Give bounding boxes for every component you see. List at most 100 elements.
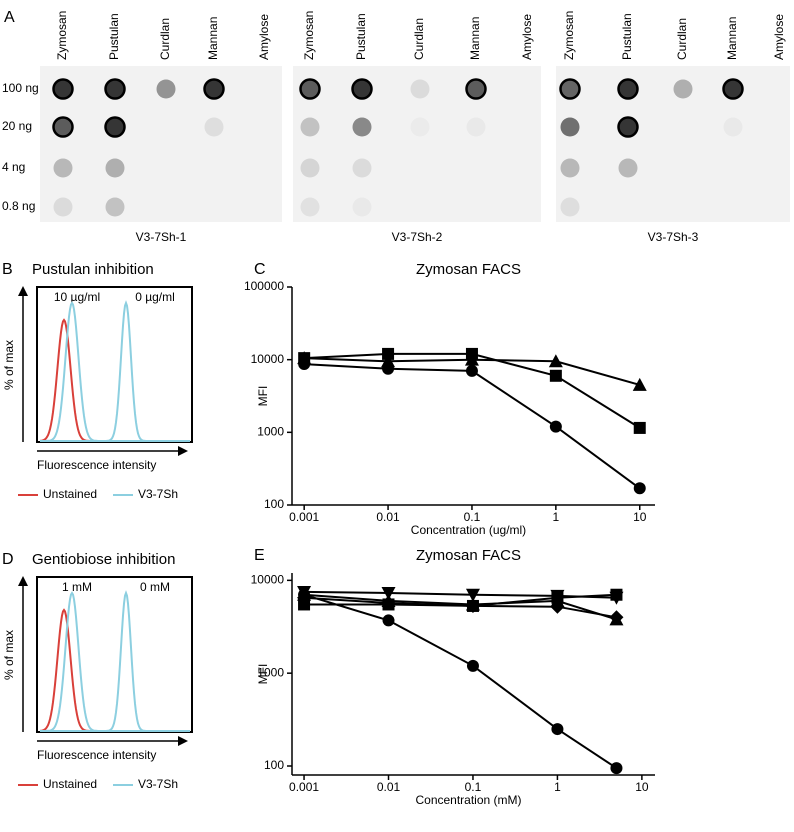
column-label: Mannan xyxy=(725,17,739,60)
x-tick-label: 0.01 xyxy=(376,510,400,524)
blot-spot xyxy=(466,117,486,137)
blot-spot xyxy=(300,197,320,217)
x-tick-label: 0.1 xyxy=(464,510,481,524)
marker xyxy=(465,598,480,613)
blot-spot xyxy=(410,79,430,99)
marker xyxy=(382,614,395,627)
marker xyxy=(633,421,646,434)
series-line xyxy=(304,363,641,490)
panel-letter: C xyxy=(254,261,266,278)
chart-title: Zymosan FACS xyxy=(416,547,521,564)
column-label: Pustulan xyxy=(107,13,121,60)
arrow-head xyxy=(178,736,188,746)
marker xyxy=(297,590,312,605)
marker xyxy=(465,588,480,602)
blot-spot xyxy=(722,78,744,100)
row-label: 4 ng xyxy=(2,160,25,174)
arrow-head xyxy=(178,446,188,456)
column-label: Amylose xyxy=(772,14,786,60)
marker xyxy=(381,587,396,601)
blot-spot xyxy=(352,158,372,178)
blot-spot xyxy=(559,78,581,100)
blot-spot xyxy=(465,78,487,100)
panel-letter: D xyxy=(2,551,14,568)
column-label: Zymosan xyxy=(562,11,576,60)
blot-spot xyxy=(351,78,373,100)
marker xyxy=(609,591,624,605)
blot-spot xyxy=(52,78,74,100)
y-axis-label: % of max xyxy=(2,340,16,390)
histogram-title: Gentiobiose inhibition xyxy=(32,551,175,568)
column-label: Mannan xyxy=(206,17,220,60)
column-label: Curdlan xyxy=(412,18,426,60)
blot-spot xyxy=(53,197,73,217)
blot-spot xyxy=(156,79,176,99)
legend-label: V3-7Sh xyxy=(138,487,178,501)
panel-letter: E xyxy=(254,547,265,564)
marker xyxy=(550,599,565,614)
blot-membrane xyxy=(293,66,541,222)
y-tick-label: 100000 xyxy=(244,279,284,293)
marker xyxy=(381,596,396,611)
blot-spot xyxy=(204,117,224,137)
series-line xyxy=(303,590,617,599)
marker xyxy=(548,354,563,368)
histogram-title: Pustulan inhibition xyxy=(32,261,154,278)
blot-spot xyxy=(723,117,743,137)
blot-spot xyxy=(673,79,693,99)
marker xyxy=(551,723,564,736)
column-label: Pustulan xyxy=(620,13,634,60)
x-axis-label: Concentration (ug/ml) xyxy=(411,523,526,537)
series-line xyxy=(303,593,617,621)
blot-spot xyxy=(352,117,372,137)
marker xyxy=(610,762,623,775)
column-label: Mannan xyxy=(468,17,482,60)
row-label: 100 ng xyxy=(2,81,39,95)
marker xyxy=(297,351,312,365)
marker xyxy=(465,364,478,377)
x-tick-label: 0.001 xyxy=(289,510,319,524)
y-tick-label: 1000 xyxy=(257,665,284,679)
legend-label: Unstained xyxy=(43,777,97,791)
x-tick-label: 0.1 xyxy=(465,780,482,794)
column-label: Zymosan xyxy=(302,11,316,60)
marker xyxy=(633,482,646,495)
blot-spot xyxy=(203,78,225,100)
blot-spot xyxy=(617,78,639,100)
row-label: 20 ng xyxy=(2,119,32,133)
blot-spot xyxy=(352,197,372,217)
arrow-head xyxy=(18,576,28,586)
blot-spot xyxy=(560,158,580,178)
blot-label: V3-7Sh-2 xyxy=(392,230,443,244)
blot-label: V3-7Sh-3 xyxy=(648,230,699,244)
blot-spot xyxy=(53,158,73,178)
x-tick-label: 10 xyxy=(633,510,647,524)
blot-spot xyxy=(299,78,321,100)
x-axis-label: Concentration (mM) xyxy=(415,793,521,807)
y-axis-label: MFI xyxy=(256,664,270,685)
column-label: Pustulan xyxy=(354,13,368,60)
marker xyxy=(549,369,562,382)
marker xyxy=(381,354,396,368)
blot-spot xyxy=(560,117,580,137)
marker xyxy=(549,420,562,433)
panel-letter: A xyxy=(4,9,15,26)
legend-label: V3-7Sh xyxy=(138,777,178,791)
marker xyxy=(632,377,647,391)
x-axis-label: Fluorescence intensity xyxy=(37,458,156,472)
column-label: Curdlan xyxy=(158,18,172,60)
blot-label: V3-7Sh-1 xyxy=(136,230,187,244)
peak-label: 10 µg/ml xyxy=(54,290,100,304)
peak-label: 0 µg/ml xyxy=(135,290,175,304)
blot-spot xyxy=(560,197,580,217)
marker xyxy=(382,347,395,360)
x-tick-label: 0.001 xyxy=(289,780,319,794)
column-label: Amylose xyxy=(520,14,534,60)
column-label: Curdlan xyxy=(675,18,689,60)
blot-spot xyxy=(105,158,125,178)
blot-spot xyxy=(617,116,639,138)
y-axis-label: % of max xyxy=(2,630,16,680)
blot-spot xyxy=(618,158,638,178)
blot-spot xyxy=(52,116,74,138)
